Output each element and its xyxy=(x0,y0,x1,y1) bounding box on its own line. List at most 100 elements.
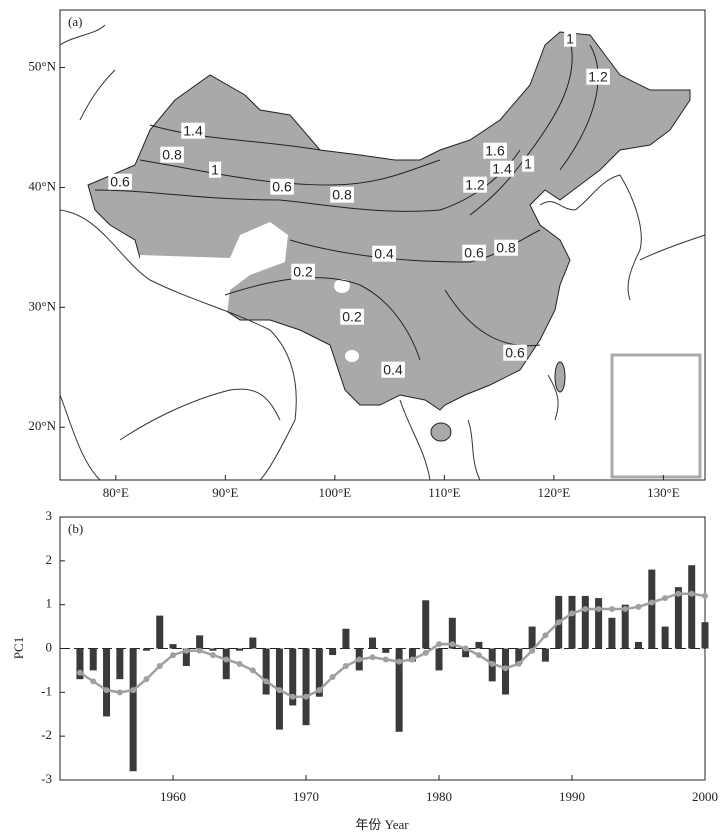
smooth-point xyxy=(382,656,389,663)
panel-label: (a) xyxy=(68,14,82,29)
bar xyxy=(196,635,204,649)
china-region xyxy=(87,31,691,411)
smooth-point xyxy=(170,652,177,659)
smooth-point xyxy=(688,590,695,597)
bar xyxy=(435,648,443,671)
bar xyxy=(209,648,217,651)
coastline xyxy=(119,388,281,441)
smooth-point xyxy=(156,663,163,670)
contour-label: 1 xyxy=(524,156,532,172)
contour-label-box xyxy=(108,173,132,190)
x-tick-label: 80°E xyxy=(103,485,129,500)
coastlines xyxy=(59,24,706,481)
contour-label: 0.6 xyxy=(272,179,292,195)
bar xyxy=(595,598,603,649)
contour-label: 0.2 xyxy=(293,264,313,280)
contour-label-box xyxy=(463,176,487,193)
x-axis-title: 年份 Year xyxy=(355,817,409,832)
contour-label: 0.8 xyxy=(496,240,516,256)
y-tick-label: -3 xyxy=(41,771,52,786)
contour-label: 1 xyxy=(211,162,219,178)
smooth-point xyxy=(569,610,576,617)
contour-label-box xyxy=(564,30,577,47)
y-tick-label: 40°N xyxy=(28,178,56,193)
bar xyxy=(608,617,616,649)
smooth-point xyxy=(475,652,482,659)
smooth-point xyxy=(130,687,137,694)
contour-label: 0.8 xyxy=(332,187,352,203)
contour-line xyxy=(444,289,541,347)
contour-label-box xyxy=(372,245,396,262)
missing-data-spot xyxy=(345,350,359,362)
contour-label-box xyxy=(330,186,354,203)
contour-label-box xyxy=(270,178,294,195)
contour-label-box xyxy=(160,146,184,163)
smooth-point xyxy=(329,673,336,680)
smooth-point xyxy=(276,687,283,694)
bar xyxy=(621,604,629,649)
taiwan xyxy=(554,361,566,393)
bar xyxy=(342,628,350,649)
smooth-point xyxy=(608,606,615,613)
contour-line xyxy=(149,124,321,151)
contour-line xyxy=(139,159,441,186)
smooth-point xyxy=(462,645,469,652)
bar xyxy=(103,648,111,717)
y-tick-label: 50°N xyxy=(28,59,56,74)
bar xyxy=(236,648,244,651)
x-tick-label: 1960 xyxy=(160,789,186,804)
bar xyxy=(688,565,696,649)
smooth-point xyxy=(542,632,549,639)
bar xyxy=(674,587,682,649)
smooth-point xyxy=(396,658,403,665)
panel-label: (b) xyxy=(68,521,83,536)
contour-label: 0.4 xyxy=(383,362,403,378)
bar xyxy=(661,626,669,649)
x-tick-label: 100°E xyxy=(319,485,352,500)
smooth-point xyxy=(702,592,708,599)
contour-label: 0.6 xyxy=(505,345,525,361)
smooth-point xyxy=(675,590,682,597)
map-frame xyxy=(59,9,706,481)
contour-label: 0.2 xyxy=(342,309,362,325)
pc-layer: (b) PC1 年份 Year xyxy=(11,516,706,832)
bar xyxy=(448,617,456,649)
coastline xyxy=(79,69,116,121)
map-layer: (a) xyxy=(59,9,706,481)
bar xyxy=(249,637,257,649)
bar xyxy=(76,648,84,680)
bar xyxy=(422,600,430,649)
missing-data-spot xyxy=(334,279,350,293)
bar xyxy=(475,641,483,649)
smooth-point xyxy=(409,656,416,663)
x-tick-label: 130°E xyxy=(647,485,680,500)
smooth-point xyxy=(103,687,110,694)
smooth-point xyxy=(449,641,456,648)
y-tick-label: 3 xyxy=(46,508,53,523)
contour-line xyxy=(224,277,421,361)
y-tick-label: 1 xyxy=(46,596,53,611)
x-tick-label: 2000 xyxy=(692,789,718,804)
smooth-point xyxy=(209,652,216,659)
bar xyxy=(169,644,177,649)
smooth-point xyxy=(369,654,376,661)
bar xyxy=(568,595,576,649)
bar xyxy=(395,648,403,732)
contour-label: 1 xyxy=(566,31,574,47)
smooth-point xyxy=(342,663,349,670)
bar xyxy=(329,648,337,656)
smooth-point xyxy=(662,595,669,602)
x-tick-label: 110°E xyxy=(428,485,460,500)
smooth-point xyxy=(489,660,496,667)
coastline xyxy=(59,24,106,46)
bar xyxy=(541,648,549,662)
bar xyxy=(462,648,470,658)
y-tick-label: -2 xyxy=(41,727,52,742)
smooth-point xyxy=(635,603,642,610)
contour-label-box xyxy=(209,161,222,178)
contour-label-box xyxy=(340,308,364,325)
smooth-point xyxy=(196,647,203,654)
smooth-point xyxy=(502,665,509,672)
y-tick-label: -1 xyxy=(41,683,52,698)
